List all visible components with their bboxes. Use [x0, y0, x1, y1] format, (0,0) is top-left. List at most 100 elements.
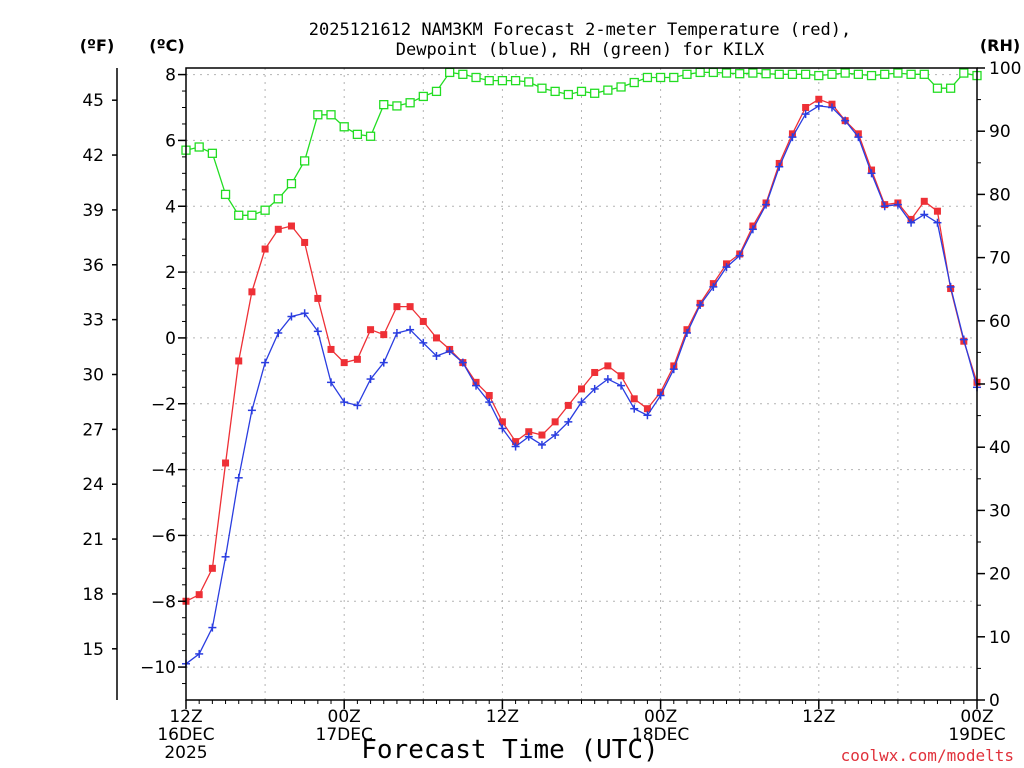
fahrenheit-tick-label: 33 — [82, 311, 104, 331]
celsius-tick-label: 4 — [165, 197, 176, 217]
fahrenheit-tick-label: 18 — [82, 585, 104, 605]
dewpoint-point — [208, 623, 217, 632]
celsius-tick-label: −6 — [151, 526, 176, 546]
dewpoint-point — [669, 365, 678, 374]
dewpoint-point — [537, 440, 546, 449]
dewpoint-point — [432, 352, 441, 361]
temperature-point — [353, 355, 361, 363]
rh-point — [853, 69, 863, 79]
rh-point — [326, 110, 336, 120]
dewpoint-point — [696, 301, 705, 309]
dewpoint-point — [261, 358, 270, 367]
dewpoint-point — [630, 404, 639, 413]
temperature-point — [630, 395, 638, 403]
rh-point — [787, 69, 798, 79]
temperature-point — [525, 428, 533, 436]
rh-point — [919, 69, 929, 79]
plot-frame — [116, 67, 978, 701]
dewpoint-point — [524, 432, 533, 441]
x-tick-label: 16DEC — [157, 725, 214, 745]
temperature-point — [551, 418, 559, 426]
dewpoint-point — [788, 133, 797, 142]
celsius-tick-label: 0 — [165, 329, 176, 349]
dewpoint-point — [933, 218, 942, 227]
temperature-point — [393, 303, 401, 311]
dewpoint-point — [617, 381, 626, 390]
rh-point — [563, 89, 573, 100]
x-tick-label: 17DEC — [316, 725, 373, 745]
dewpoint-point — [458, 358, 467, 367]
temperature-point — [261, 245, 269, 253]
rh-unit-label: (RH) — [980, 36, 1020, 55]
temperature-point — [222, 459, 230, 467]
rh-point — [880, 69, 890, 79]
rh-tick-label: 10 — [989, 628, 1011, 648]
rh-point — [379, 100, 389, 110]
rh-point — [550, 86, 560, 97]
rh-point — [431, 86, 442, 97]
rh-point — [827, 69, 837, 79]
celsius-tick-label: 2 — [165, 263, 176, 283]
axis-ticks: 86420−2−4−6−8−10454239363330272421181510… — [82, 59, 1021, 763]
dewpoint-point — [366, 375, 375, 384]
rh-tick-label: 80 — [989, 185, 1011, 205]
rh-point — [932, 83, 943, 93]
rh-point — [524, 77, 534, 87]
dewpoint-point — [340, 398, 349, 407]
dewpoint-point — [893, 200, 902, 209]
rh-point — [682, 69, 692, 79]
temperature-point — [208, 564, 216, 572]
temperature-point — [802, 104, 810, 111]
dewpoint-point — [880, 202, 889, 211]
temperature-point — [617, 372, 625, 380]
dewpoint-point — [814, 101, 823, 110]
credit-text[interactable]: coolwx.com/modelts — [841, 746, 1014, 765]
fahrenheit-tick-label: 21 — [82, 530, 104, 550]
dewpoint-point — [867, 169, 876, 178]
rh-point — [866, 70, 877, 81]
rh-point — [471, 72, 481, 83]
temperature-point — [643, 405, 651, 413]
celsius-tick-label: −8 — [151, 592, 176, 612]
rh-point — [576, 86, 587, 97]
rh-point — [260, 205, 270, 215]
dewpoint-point — [221, 552, 230, 561]
x-tick-label: 00Z — [328, 707, 361, 727]
dewpoint-point — [762, 200, 771, 209]
dewpoint-point — [419, 338, 428, 347]
x-tick-label: 12Z — [486, 707, 519, 727]
dewpoint-point — [801, 110, 810, 119]
temperature-point — [195, 591, 203, 599]
dewpoint-point — [195, 649, 204, 658]
rh-point — [484, 75, 494, 86]
rh-point — [497, 75, 508, 86]
temperature-point — [604, 362, 612, 370]
rh-point — [286, 179, 297, 189]
rh-tick-label: 90 — [989, 122, 1011, 142]
rh-point — [590, 88, 600, 98]
rh-point — [537, 83, 547, 93]
rh-point — [629, 77, 639, 88]
rh-point — [339, 122, 349, 132]
rh-point — [458, 69, 468, 79]
temperature-point — [538, 431, 546, 439]
dewpoint-point — [603, 375, 612, 384]
rh-tick-label: 40 — [989, 438, 1011, 458]
rh-point — [708, 67, 718, 78]
dewpoint-point — [841, 116, 850, 125]
x-tick-label: 2025 — [164, 743, 207, 763]
celsius-tick-label: 8 — [165, 66, 176, 86]
celsius-tick-label: −4 — [151, 461, 176, 481]
x-tick-label: 00Z — [644, 707, 677, 727]
temperature-point — [327, 345, 335, 353]
fahrenheit-tick-label: 42 — [82, 146, 104, 166]
rh-point — [655, 72, 666, 83]
fahrenheit-unit-label: (ºF) — [80, 36, 115, 55]
fahrenheit-tick-label: 27 — [82, 420, 104, 440]
temperature-point — [340, 359, 348, 367]
dewpoint-point — [287, 312, 296, 321]
temperature-point — [419, 317, 427, 325]
dewpoint-point — [775, 162, 784, 171]
rh-point — [906, 69, 916, 79]
